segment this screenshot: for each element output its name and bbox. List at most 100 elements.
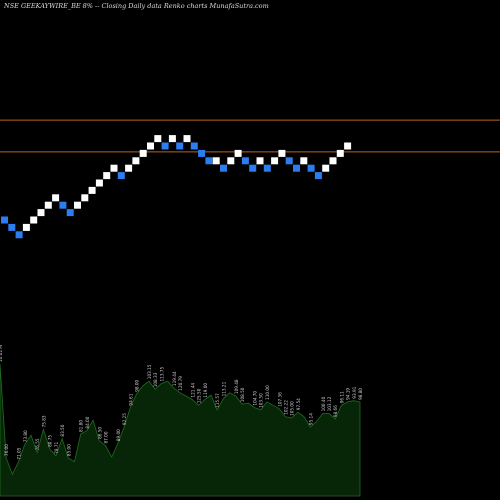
renko-brick-up <box>227 157 235 165</box>
renko-brick-up <box>234 149 242 157</box>
renko-brick-up <box>81 194 89 202</box>
renko-brick-up <box>103 172 111 180</box>
volume-value-label: 97.54 <box>296 398 301 410</box>
volume-value-label: 125.50 <box>197 388 202 403</box>
volume-value-label: 85.00 <box>66 444 71 456</box>
volume-value-label: 105.00 <box>290 401 295 416</box>
volume-value-label: 10.02 M <box>0 345 3 362</box>
volume-value-label: 94.19 <box>346 388 351 400</box>
renko-brick-down <box>241 157 249 165</box>
volume-value-label: 103.12 <box>327 396 332 411</box>
volume-value-label: 93.91 <box>352 386 357 398</box>
renko-brick-up <box>322 164 330 172</box>
volume-value-label: 104.70 <box>253 391 258 406</box>
renko-brick-down <box>66 209 74 217</box>
renko-brick-down <box>190 142 198 150</box>
volume-value-label: 103.50 <box>259 393 264 408</box>
renko-brick-down <box>285 157 293 165</box>
renko-brick-up <box>344 142 352 150</box>
renko-brick-up <box>22 223 30 231</box>
renko-brick-down <box>293 164 300 172</box>
volume-value-label: 115.57 <box>215 393 220 408</box>
volume-value-label: 102.22 <box>284 400 289 415</box>
renko-brick-down <box>176 142 184 150</box>
level-lines <box>0 119 500 153</box>
renko-brick-down <box>307 164 315 172</box>
volume-value-label: 98.00 <box>135 379 140 391</box>
volume-value-label: 92.25 <box>122 413 127 425</box>
renko-brick-up <box>147 142 154 150</box>
volume-value-label: 119.00 <box>203 383 208 398</box>
renko-brick-up <box>110 164 118 172</box>
renko-brick-up <box>183 135 191 143</box>
volume-value-label: 119.44 <box>172 371 177 386</box>
renko-brick-down <box>314 172 322 180</box>
volume-value-label: 108.50 <box>240 387 245 402</box>
volume-value-label: 84.00 <box>85 416 90 428</box>
volume-value-label: 95.14 <box>308 413 313 425</box>
volume-value-label: 98.66 <box>333 405 338 417</box>
chart-title: NSE GEEKAYWIRE_BE 8% -- Closing Daily da… <box>4 2 269 10</box>
volume-value-label: 81.80 <box>79 420 84 432</box>
volume-value-label: 75.83 <box>41 415 46 427</box>
volume-value-label: 73.80 <box>23 430 28 442</box>
renko-brick-down <box>15 231 23 239</box>
volume-value-label: 107.36 <box>277 392 282 407</box>
volume-value-label: 80.75 <box>48 435 53 447</box>
volume-value-label: 113.21 <box>221 381 226 396</box>
volume-value-label: 86.50 <box>97 427 102 439</box>
renko-brick-down <box>59 201 67 209</box>
volume-value-label: 76.00 <box>4 444 9 456</box>
renko-brick-up <box>30 216 38 224</box>
renko-brick-up <box>37 209 45 217</box>
volume-value-label: 71.05 <box>17 447 22 459</box>
renko-brick-down <box>198 149 206 157</box>
volume-value-label: 113.75 <box>159 367 164 382</box>
volume-value-label: 121.44 <box>190 383 195 398</box>
renko-brick-up <box>44 201 52 209</box>
renko-brick-up <box>132 157 140 165</box>
renko-brick-up <box>256 157 264 165</box>
renko-brick-up <box>52 194 60 202</box>
volume-value-label: 103.15 <box>147 364 152 379</box>
renko-brick-down <box>205 157 213 165</box>
volume-value-label: 94.61 <box>128 393 133 405</box>
volume-value-label: 96.11 <box>339 391 344 403</box>
volume-value-label: 110.00 <box>265 385 270 400</box>
renko-brick-up <box>336 149 344 157</box>
renko-brick-up <box>139 149 147 157</box>
renko-brick-up <box>212 157 220 165</box>
renko-brick-down <box>8 223 16 231</box>
volume-value-label: 108.33 <box>153 372 158 387</box>
volume-panel <box>0 363 361 497</box>
renko-brick-up <box>125 164 133 172</box>
volume-value-label: 120.79 <box>178 376 183 391</box>
renko-brick-up <box>154 135 162 143</box>
volume-value-label: 89.00 <box>116 429 121 441</box>
renko-brick-up <box>329 157 337 165</box>
volume-value-label: 78.71 <box>54 441 59 453</box>
volume-area <box>0 363 361 497</box>
renko-brick-up <box>271 157 279 165</box>
renko-brick-down <box>249 164 257 172</box>
renko-brick-up <box>95 179 103 187</box>
renko-brick-up <box>278 149 286 157</box>
renko-brick-up <box>300 157 308 165</box>
volume-value-label: 83.50 <box>60 424 65 436</box>
renko-brick-down <box>220 164 227 172</box>
renko-brick-down <box>117 172 125 180</box>
renko-brick-up <box>88 186 96 194</box>
renko-bricks <box>1 135 352 239</box>
renko-brick-up <box>168 135 176 143</box>
volume-value-label: 87.00 <box>104 431 109 443</box>
renko-brick-down <box>1 216 8 224</box>
renko-brick-down <box>263 164 271 172</box>
volume-value-label: 100.40 <box>321 396 326 411</box>
volume-value-label: 98.80 <box>358 388 363 400</box>
renko-brick-down <box>161 142 169 150</box>
volume-value-label: 109.48 <box>234 379 239 394</box>
volume-value-label: 76.55 <box>35 438 40 450</box>
renko-brick-up <box>74 201 81 209</box>
